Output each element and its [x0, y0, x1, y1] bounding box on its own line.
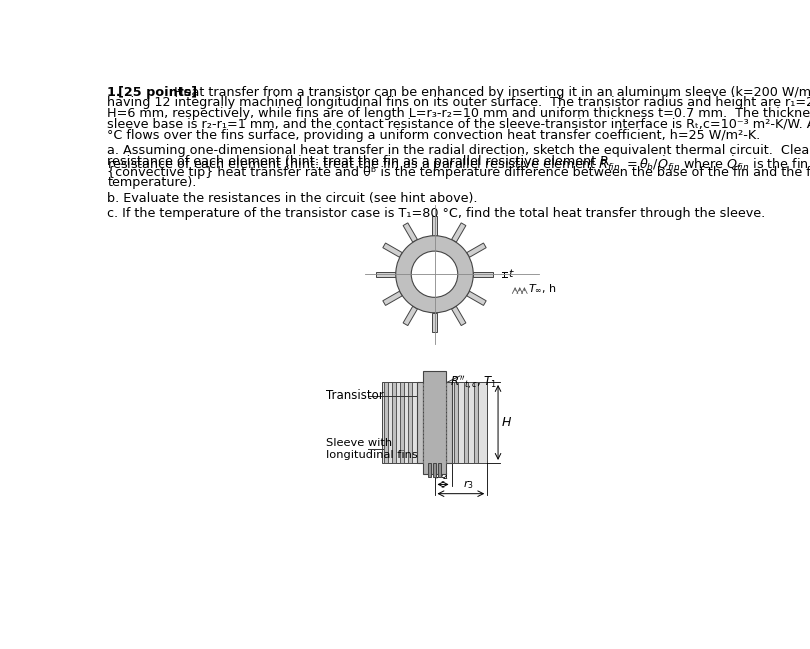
Text: c. If the temperature of the transistor case is T₁=80 °C, find the total heat tr: c. If the temperature of the transistor …: [108, 207, 765, 220]
Bar: [408, 382, 411, 463]
Polygon shape: [377, 271, 396, 277]
Text: $R''_{t,c}$, $T_1$: $R''_{t,c}$, $T_1$: [450, 373, 497, 391]
Bar: [400, 382, 404, 463]
Text: $r_1$: $r_1$: [435, 460, 446, 473]
Bar: [438, 463, 441, 477]
Text: resistance of each element (hint: treat the fin as a parallel resistive element : resistance of each element (hint: treat …: [108, 155, 809, 175]
Bar: [417, 382, 423, 463]
Text: $T_\infty$, h: $T_\infty$, h: [527, 283, 556, 295]
Polygon shape: [432, 217, 437, 236]
Polygon shape: [467, 291, 486, 306]
Text: [25 points]: [25 points]: [118, 86, 198, 99]
Text: $r_3$: $r_3$: [463, 478, 474, 491]
Text: °C flows over the fins surface, providing a uniform convection heat transfer coe: °C flows over the fins surface, providin…: [108, 129, 761, 141]
Circle shape: [411, 251, 458, 297]
Bar: [464, 382, 468, 463]
Text: Heat transfer from a transistor can be enhanced by inserting it in an aluminum s: Heat transfer from a transistor can be e…: [170, 86, 810, 99]
Polygon shape: [473, 271, 492, 277]
Polygon shape: [467, 243, 486, 257]
Bar: [384, 382, 388, 463]
Bar: [454, 382, 458, 463]
Text: {convective tip} heat transfer rate and θᵇ is the temperature difference between: {convective tip} heat transfer rate and …: [108, 165, 810, 178]
Text: b. Evaluate the resistances in the circuit (see hint above).: b. Evaluate the resistances in the circu…: [108, 192, 478, 205]
Bar: [392, 382, 396, 463]
Text: t: t: [508, 269, 513, 279]
Text: Sleeve with
longitudinal fins: Sleeve with longitudinal fins: [326, 438, 418, 460]
Polygon shape: [432, 313, 437, 332]
Bar: [423, 371, 446, 474]
Bar: [446, 382, 451, 463]
Polygon shape: [451, 306, 466, 326]
Polygon shape: [403, 306, 417, 326]
Text: temperature).: temperature).: [108, 177, 197, 190]
Text: 1.: 1.: [108, 86, 126, 99]
Bar: [433, 463, 436, 477]
Polygon shape: [451, 223, 466, 242]
Bar: [474, 382, 478, 463]
Text: Transistor: Transistor: [326, 389, 384, 402]
Bar: [428, 463, 431, 477]
Text: a. Assuming one-dimensional heat transfer in the radial direction, sketch the eq: a. Assuming one-dimensional heat transfe…: [108, 144, 810, 157]
Text: sleeve base is r₂-r₁=1 mm, and the contact resistance of the sleeve-transistor i: sleeve base is r₂-r₁=1 mm, and the conta…: [108, 118, 810, 131]
Bar: [382, 382, 417, 463]
Text: having 12 integrally machined longitudinal fins on its outer surface.  The trans: having 12 integrally machined longitudin…: [108, 96, 810, 110]
Text: resistance of each element (hint: treat the fin as a parallel resistive element : resistance of each element (hint: treat …: [108, 155, 610, 168]
Polygon shape: [403, 223, 417, 242]
Bar: [451, 382, 487, 463]
Polygon shape: [383, 243, 403, 257]
Polygon shape: [383, 291, 403, 306]
Text: H: H: [502, 416, 511, 429]
Text: $r_2$: $r_2$: [437, 469, 449, 482]
Text: H=6 mm, respectively, while fins are of length L=r₃-r₂=10 mm and uniform thickne: H=6 mm, respectively, while fins are of …: [108, 107, 810, 120]
Circle shape: [396, 236, 473, 313]
